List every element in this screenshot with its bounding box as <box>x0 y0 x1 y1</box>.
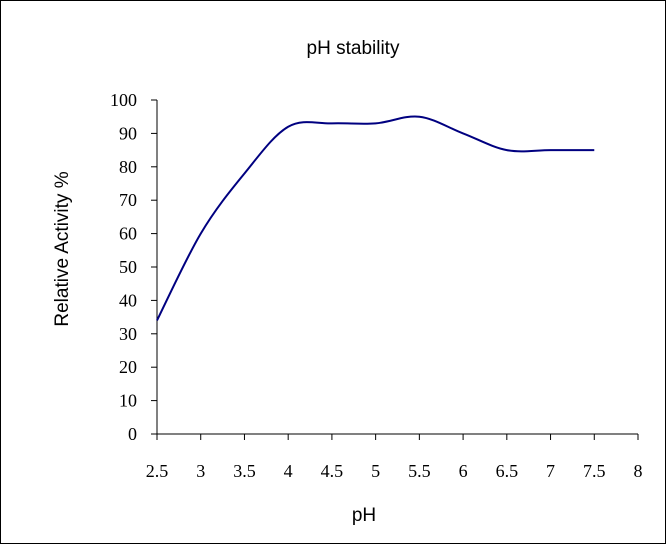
y-tick-label: 80 <box>119 157 137 177</box>
y-tick-label: 90 <box>119 123 137 143</box>
x-tick-label: 5.5 <box>408 461 431 481</box>
x-tick-label: 2.5 <box>146 461 169 481</box>
series-line <box>156 115 595 321</box>
y-tick-label: 40 <box>119 290 137 310</box>
y-tick-label: 100 <box>110 90 137 110</box>
chart-title: pH stability <box>307 38 400 59</box>
y-tick-label: 20 <box>119 357 137 377</box>
x-tick-label: 4.5 <box>321 461 344 481</box>
y-tick-label: 0 <box>128 424 137 444</box>
x-tick-label: 4 <box>284 461 293 481</box>
x-tick-label: 8 <box>634 461 643 481</box>
x-axis-title: pH <box>352 505 376 526</box>
x-tick-label: 6.5 <box>496 461 519 481</box>
x-tick-label: 7.5 <box>583 461 606 481</box>
y-axis-ticks: 0 10 20 30 40 50 60 70 80 90 100 <box>110 90 157 444</box>
y-tick-label: 10 <box>119 391 137 411</box>
x-tick-label: 7 <box>546 461 555 481</box>
x-tick-label: 5 <box>371 461 380 481</box>
y-tick-label: 30 <box>119 324 137 344</box>
x-tick-label: 3 <box>196 461 205 481</box>
y-axis-title: Relative Activity % <box>52 171 73 326</box>
y-tick-label: 50 <box>119 257 137 277</box>
series-group <box>156 115 595 321</box>
x-axis-ticks: 2.5 3 3.5 4 4.5 5 5.5 6 6.5 7 7.5 8 <box>146 434 643 481</box>
x-tick-label: 3.5 <box>233 461 256 481</box>
y-tick-label: 60 <box>119 224 137 244</box>
x-tick-label: 6 <box>459 461 468 481</box>
y-tick-label: 70 <box>119 190 137 210</box>
